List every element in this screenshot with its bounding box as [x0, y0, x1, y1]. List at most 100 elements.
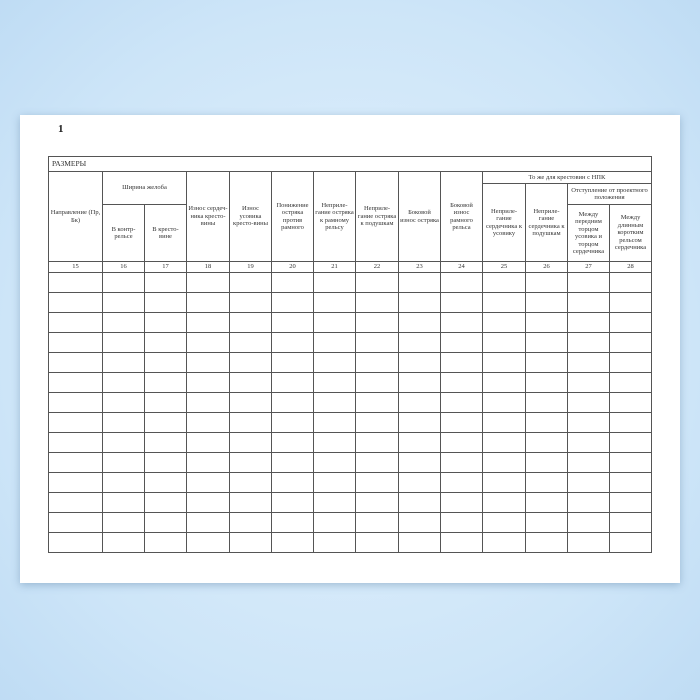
table-cell[interactable] [271, 472, 314, 493]
table-cell[interactable] [355, 352, 399, 373]
table-cell[interactable] [229, 272, 272, 293]
table-cell[interactable] [567, 332, 610, 353]
table-cell[interactable] [525, 512, 568, 533]
table-cell[interactable] [525, 472, 568, 493]
table-cell[interactable] [144, 452, 187, 473]
table-cell[interactable] [608, 532, 653, 553]
table-cell[interactable] [313, 412, 356, 433]
table-cell[interactable] [567, 292, 610, 313]
table-cell[interactable] [398, 492, 441, 513]
table-cell[interactable] [355, 432, 399, 453]
table-cell[interactable] [144, 532, 187, 553]
table-cell[interactable] [525, 352, 568, 373]
table-cell[interactable] [608, 372, 653, 393]
table-cell[interactable] [608, 472, 653, 493]
table-cell[interactable] [608, 352, 653, 373]
table-cell[interactable] [482, 272, 526, 293]
table-cell[interactable] [102, 412, 145, 433]
table-cell[interactable] [229, 392, 272, 413]
table-cell[interactable] [482, 492, 526, 513]
table-cell[interactable] [398, 392, 441, 413]
table-cell[interactable] [355, 312, 399, 333]
table-cell[interactable] [525, 412, 568, 433]
table-cell[interactable] [271, 292, 314, 313]
table-cell[interactable] [440, 432, 483, 453]
table-cell[interactable] [271, 312, 314, 333]
table-cell[interactable] [313, 512, 356, 533]
table-cell[interactable] [229, 292, 272, 313]
table-cell[interactable] [102, 312, 145, 333]
table-cell[interactable] [482, 352, 526, 373]
table-cell[interactable] [48, 512, 103, 533]
table-cell[interactable] [567, 492, 610, 513]
table-cell[interactable] [482, 532, 526, 553]
table-cell[interactable] [355, 292, 399, 313]
table-cell[interactable] [608, 412, 653, 433]
table-cell[interactable] [567, 512, 610, 533]
table-cell[interactable] [482, 472, 526, 493]
table-cell[interactable] [186, 292, 230, 313]
table-cell[interactable] [186, 332, 230, 353]
table-cell[interactable] [398, 272, 441, 293]
table-cell[interactable] [525, 452, 568, 473]
table-cell[interactable] [313, 292, 356, 313]
table-cell[interactable] [440, 412, 483, 433]
table-cell[interactable] [48, 492, 103, 513]
table-cell[interactable] [482, 332, 526, 353]
table-cell[interactable] [229, 472, 272, 493]
table-cell[interactable] [271, 352, 314, 373]
table-cell[interactable] [186, 412, 230, 433]
table-cell[interactable] [102, 292, 145, 313]
table-cell[interactable] [482, 432, 526, 453]
table-cell[interactable] [48, 472, 103, 493]
table-cell[interactable] [440, 452, 483, 473]
table-cell[interactable] [102, 272, 145, 293]
table-cell[interactable] [229, 512, 272, 533]
table-cell[interactable] [482, 452, 526, 473]
table-cell[interactable] [144, 432, 187, 453]
table-cell[interactable] [398, 372, 441, 393]
table-cell[interactable] [313, 472, 356, 493]
table-cell[interactable] [313, 352, 356, 373]
table-cell[interactable] [355, 372, 399, 393]
table-cell[interactable] [398, 472, 441, 493]
table-cell[interactable] [313, 532, 356, 553]
table-cell[interactable] [608, 272, 653, 293]
table-cell[interactable] [48, 312, 103, 333]
table-cell[interactable] [271, 272, 314, 293]
table-cell[interactable] [313, 452, 356, 473]
table-cell[interactable] [525, 332, 568, 353]
table-cell[interactable] [398, 532, 441, 553]
table-cell[interactable] [229, 492, 272, 513]
table-cell[interactable] [186, 372, 230, 393]
table-cell[interactable] [48, 272, 103, 293]
table-cell[interactable] [482, 412, 526, 433]
table-cell[interactable] [608, 492, 653, 513]
table-cell[interactable] [440, 332, 483, 353]
table-cell[interactable] [144, 372, 187, 393]
table-cell[interactable] [608, 432, 653, 453]
table-cell[interactable] [271, 412, 314, 433]
table-cell[interactable] [186, 492, 230, 513]
table-cell[interactable] [144, 272, 187, 293]
table-cell[interactable] [608, 312, 653, 333]
table-cell[interactable] [355, 332, 399, 353]
table-cell[interactable] [313, 432, 356, 453]
table-cell[interactable] [229, 532, 272, 553]
table-cell[interactable] [608, 452, 653, 473]
table-cell[interactable] [440, 512, 483, 533]
table-cell[interactable] [271, 532, 314, 553]
table-cell[interactable] [186, 512, 230, 533]
table-cell[interactable] [608, 292, 653, 313]
table-cell[interactable] [186, 472, 230, 493]
table-cell[interactable] [525, 532, 568, 553]
table-cell[interactable] [313, 392, 356, 413]
table-cell[interactable] [608, 392, 653, 413]
table-cell[interactable] [186, 392, 230, 413]
table-cell[interactable] [398, 332, 441, 353]
table-cell[interactable] [440, 312, 483, 333]
table-cell[interactable] [271, 372, 314, 393]
table-cell[interactable] [525, 372, 568, 393]
table-cell[interactable] [186, 532, 230, 553]
table-cell[interactable] [229, 352, 272, 373]
